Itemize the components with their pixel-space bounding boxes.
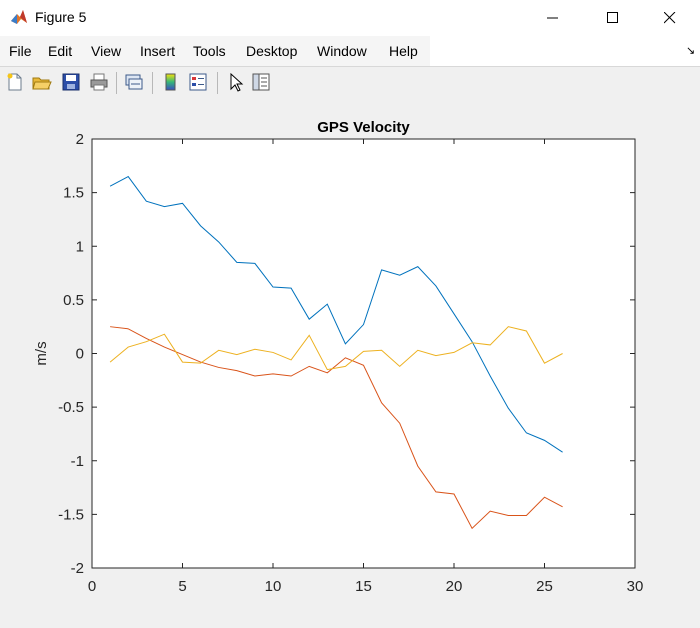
new-figure-icon[interactable]	[5, 72, 25, 92]
toolbar-separator	[217, 72, 218, 94]
y-tick-label: 0.5	[63, 292, 84, 309]
insert-colorbar-icon[interactable]	[161, 72, 181, 92]
y-tick-label: 1	[76, 238, 84, 255]
x-tick-label: 10	[265, 578, 282, 595]
menu-desktop[interactable]: Desktop	[246, 43, 298, 59]
x-tick-label: 20	[446, 578, 463, 595]
menu-bar-background	[0, 36, 430, 66]
toolbar-separator	[116, 72, 117, 94]
x-tick-label: 0	[88, 578, 96, 595]
maximize-icon	[607, 12, 618, 23]
y-tick-label: -1	[71, 453, 84, 470]
edit-plot-icon[interactable]	[226, 72, 246, 92]
y-tick-label: 0	[76, 346, 84, 363]
menu-insert[interactable]: Insert	[140, 43, 176, 59]
property-inspector-icon[interactable]	[251, 72, 271, 92]
save-icon[interactable]	[61, 72, 81, 92]
maximize-button[interactable]	[590, 0, 636, 36]
title-bar	[0, 0, 700, 36]
y-tick-label: 1.5	[63, 185, 84, 202]
menu-tools[interactable]: Tools	[193, 43, 226, 59]
series-line-3	[109, 326, 563, 371]
series-line-2	[110, 326, 563, 530]
menu-help[interactable]: Help	[389, 43, 418, 59]
menu-window[interactable]: Window	[317, 43, 367, 59]
link-plot-icon[interactable]	[124, 72, 144, 92]
window-title: Figure 5	[35, 9, 87, 25]
minimize-button[interactable]	[530, 0, 576, 36]
close-button[interactable]	[647, 0, 693, 36]
figure-canvas: 0 5 10 15 20 25 30 2 1.5 1 0.5 0 -0.5 -1 -1.5 -2 GPS Ve…	[0, 99, 700, 623]
insert-legend-icon[interactable]	[188, 72, 208, 92]
dock-arrow-icon[interactable]: ↘	[686, 45, 696, 57]
plot-area	[92, 139, 635, 568]
y-tick-label: -1.5	[58, 506, 84, 523]
series-line-1	[109, 175, 563, 453]
menu-file[interactable]: File	[9, 43, 32, 59]
menu-view[interactable]: View	[91, 43, 122, 59]
open-file-icon[interactable]	[32, 72, 52, 92]
x-tick-label: 5	[178, 578, 186, 595]
y-tick-label: 2	[76, 131, 84, 148]
x-tick-label: 30	[627, 578, 644, 595]
y-axis-label: m/s	[33, 341, 50, 365]
minimize-icon	[547, 17, 558, 19]
toolbar-separator	[152, 72, 153, 94]
matlab-logo-icon	[9, 7, 29, 27]
close-icon	[664, 12, 676, 24]
y-tick-label: -0.5	[58, 399, 84, 416]
print-icon[interactable]	[89, 72, 109, 92]
gps-velocity-chart: 0 5 10 15 20 25 30 2 1.5 1 0.5 0 -0.5 -1 -1.5 -2 GPS Ve…	[33, 119, 644, 595]
x-tick-label: 15	[355, 578, 372, 595]
menu-edit[interactable]: Edit	[48, 43, 73, 59]
x-tick-label: 25	[536, 578, 553, 595]
chart-title: GPS Velocity	[317, 119, 410, 136]
y-tick-label: -2	[71, 560, 84, 577]
